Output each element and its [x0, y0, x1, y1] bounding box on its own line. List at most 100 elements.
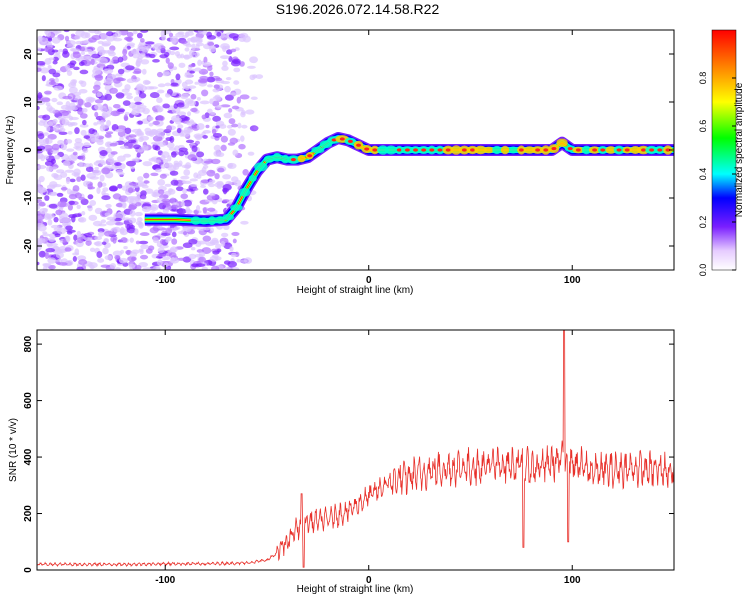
x-tick-label: 100	[564, 575, 581, 586]
noise-blob	[176, 208, 187, 215]
noise-blob	[49, 78, 55, 82]
noise-blob	[68, 86, 78, 94]
noise-blob	[155, 130, 165, 137]
noise-blob	[70, 215, 76, 223]
noise-blob	[112, 250, 123, 257]
noise-blob	[94, 111, 99, 118]
noise-blob	[106, 31, 114, 37]
noise-blob	[231, 267, 240, 270]
ridge-peak	[364, 147, 370, 151]
noise-blob	[80, 174, 86, 181]
noise-blob	[84, 102, 92, 108]
noise-blob	[132, 30, 138, 35]
noise-blob	[170, 36, 179, 44]
noise-blob	[65, 121, 73, 126]
noise-blob	[139, 249, 144, 255]
noise-blob	[128, 181, 139, 187]
noise-blob	[202, 130, 211, 134]
noise-blob	[183, 199, 192, 207]
noise-blob	[43, 46, 53, 53]
noise-blob	[38, 201, 46, 207]
noise-blob	[114, 162, 122, 167]
noise-blob	[152, 58, 160, 63]
noise-blob	[141, 206, 152, 213]
colorbar-tick-label: 0.0	[698, 264, 708, 277]
noise-blob	[201, 266, 208, 270]
noise-blob	[184, 47, 190, 52]
noise-blob	[229, 137, 239, 144]
noise-blob	[96, 139, 104, 146]
noise-blob	[202, 135, 208, 139]
noise-blob	[181, 180, 192, 185]
noise-blob	[68, 81, 77, 89]
ridge-peak	[461, 148, 467, 152]
noise-blob	[68, 200, 75, 205]
noise-blob	[105, 238, 110, 243]
noise-blob	[94, 236, 103, 241]
noise-blob	[139, 135, 150, 141]
noise-blob	[128, 263, 136, 269]
noise-blob	[46, 165, 53, 172]
noise-blob	[77, 217, 85, 222]
x-tick-label: 100	[564, 275, 581, 286]
noise-blob	[239, 61, 245, 67]
noise-blob	[131, 158, 138, 162]
noise-blob	[136, 217, 143, 223]
noise-blob	[52, 125, 60, 132]
noise-blob	[107, 49, 115, 55]
noise-blob	[54, 77, 59, 83]
ridge-peak	[543, 148, 549, 152]
ridge-blob	[450, 145, 462, 155]
noise-blob	[155, 168, 162, 173]
noise-blob	[200, 184, 207, 188]
noise-blob	[194, 52, 200, 57]
noise-blob	[80, 51, 86, 55]
noise-blob	[129, 251, 138, 258]
noise-blob	[112, 193, 122, 200]
ridge-blob	[254, 162, 268, 172]
noise-blob	[220, 240, 226, 247]
ridge-blob	[297, 154, 306, 163]
noise-blob	[60, 187, 68, 191]
noise-blob	[85, 166, 94, 173]
noise-blob	[215, 243, 222, 249]
noise-blob	[114, 255, 121, 260]
noise-blob	[79, 123, 89, 128]
noise-blob	[231, 105, 240, 110]
noise-blob	[101, 241, 107, 246]
noise-blob	[164, 51, 170, 58]
x-tick-label: 0	[366, 275, 372, 286]
noise-blob	[78, 197, 86, 201]
colorbar-gradient	[711, 29, 737, 271]
noise-blob	[87, 204, 93, 212]
noise-blob	[201, 89, 209, 97]
noise-blob	[184, 71, 191, 76]
noise-blob	[37, 261, 40, 266]
noise-blob	[150, 172, 159, 177]
noise-blob	[164, 162, 174, 168]
noise-blob	[164, 82, 171, 87]
noise-blob	[230, 60, 241, 67]
x-tick-label: -100	[155, 575, 175, 586]
ridge-peak	[567, 146, 573, 151]
noise-blob	[41, 97, 51, 103]
snr-marks	[37, 330, 674, 568]
noise-blob	[229, 246, 234, 252]
noise-blob	[69, 178, 76, 183]
noise-blob	[72, 213, 82, 218]
snr-series-line	[37, 330, 674, 568]
noise-blob	[114, 221, 124, 226]
noise-blob	[45, 30, 51, 38]
noise-blob	[86, 55, 93, 60]
noise-blob	[170, 204, 179, 210]
noise-blob	[126, 32, 134, 38]
noise-blob	[189, 70, 195, 74]
noise-blob	[197, 169, 207, 176]
noise-blob	[149, 227, 159, 234]
noise-blob	[228, 33, 239, 39]
noise-blob	[135, 88, 140, 96]
noise-blob	[169, 135, 175, 143]
noise-blob	[100, 219, 107, 224]
noise-blob	[100, 264, 111, 268]
noise-blob	[253, 126, 259, 130]
